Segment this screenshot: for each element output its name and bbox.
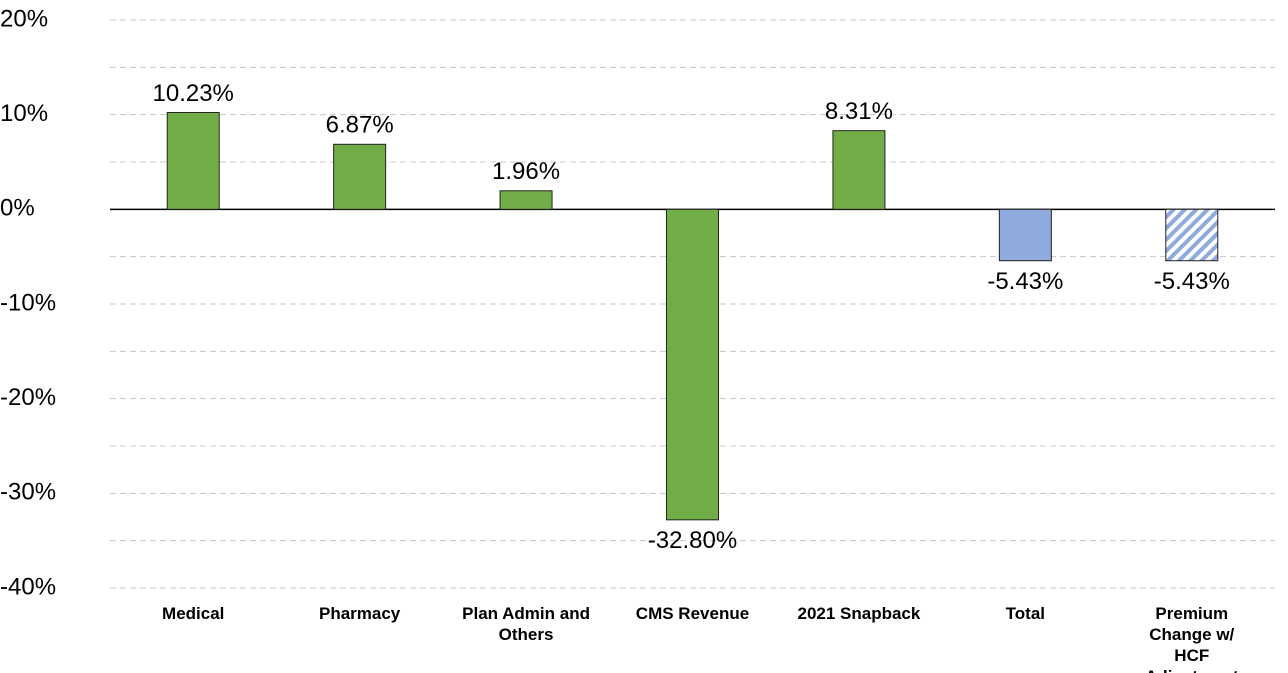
x-tick-label: Plan Admin and Others [462,604,590,644]
y-tick-label: -40% [0,573,56,600]
y-tick-label: -10% [0,289,56,316]
bar [333,143,387,210]
x-tick-label: Pharmacy [318,604,401,623]
value-label: 1.96% [492,158,560,185]
x-tick-label: 2021 Snapback [797,604,921,623]
x-tick-label: CMS Revenue [635,604,750,623]
x-tick-label: Total [1005,604,1046,623]
y-tick-label: -30% [0,479,56,506]
bar [832,130,886,210]
y-tick-label: -20% [0,384,56,411]
value-label: 8.31% [825,98,893,125]
value-label: 6.87% [326,112,394,139]
bar [166,111,220,210]
value-label: -5.43% [1154,268,1230,295]
x-tick-label: Premium Change w/ HCF Adjustment [1145,604,1239,673]
y-tick-label: 0% [0,195,35,222]
value-label: -32.80% [648,527,737,554]
bar [499,190,553,210]
value-label: 10.23% [153,80,234,107]
y-tick-label: 20% [0,5,48,32]
bar [666,208,719,521]
bar [998,208,1052,262]
value-label: -5.43% [987,268,1063,295]
y-tick-label: 10% [0,100,48,127]
bar [1165,208,1219,262]
x-tick-label: Medical [162,604,225,623]
